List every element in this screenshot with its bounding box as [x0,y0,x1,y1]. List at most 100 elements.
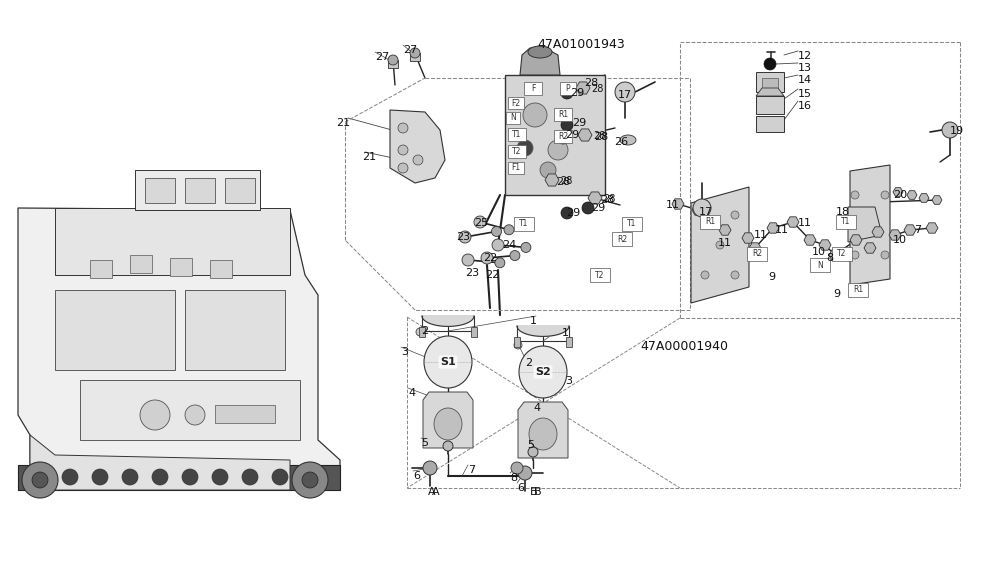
Text: P: P [566,84,570,93]
Polygon shape [422,316,474,327]
Ellipse shape [424,336,472,388]
Polygon shape [907,191,917,200]
Text: 4: 4 [533,403,540,413]
Text: R1: R1 [705,218,715,227]
Circle shape [504,225,514,235]
Text: R2: R2 [752,249,762,259]
Text: A: A [428,487,436,497]
Polygon shape [787,217,799,227]
Polygon shape [889,230,901,240]
Circle shape [518,466,532,480]
Text: 25: 25 [474,218,488,228]
Circle shape [92,469,108,485]
Polygon shape [55,208,290,275]
Polygon shape [756,88,784,96]
Circle shape [514,341,522,349]
Text: 6: 6 [413,471,420,481]
Text: R2: R2 [617,234,627,244]
Bar [747,247,767,261]
Circle shape [492,226,502,237]
Text: 16: 16 [798,101,812,111]
Text: 17: 17 [699,207,713,217]
Bar [185,290,285,370]
Polygon shape [588,192,602,204]
Text: N: N [817,260,823,270]
Text: 11: 11 [666,200,680,210]
Text: 23: 23 [465,268,479,278]
Text: F2: F2 [511,99,521,107]
Circle shape [701,271,709,279]
Circle shape [701,211,709,219]
Text: 24: 24 [502,240,516,250]
Text: 8: 8 [510,473,517,483]
Text: N: N [510,114,516,122]
Text: 5: 5 [527,440,534,450]
Text: 14: 14 [798,75,812,85]
Circle shape [152,469,168,485]
Text: 11: 11 [718,238,732,248]
Polygon shape [749,243,761,253]
Circle shape [474,216,486,228]
Polygon shape [719,225,731,235]
Text: 17: 17 [618,90,632,100]
Circle shape [410,48,420,58]
Text: R2: R2 [558,132,568,141]
Text: 11: 11 [798,218,812,228]
Ellipse shape [620,135,636,145]
Bar [185,178,215,203]
Polygon shape [804,235,816,245]
Text: 4: 4 [408,388,415,398]
Polygon shape [742,233,754,243]
Text: 11: 11 [754,230,768,240]
Ellipse shape [434,408,462,440]
Text: 28: 28 [600,195,614,205]
Bar [566,337,572,347]
Circle shape [561,119,573,131]
Text: 28: 28 [603,194,615,204]
Bar [145,178,175,203]
Polygon shape [517,326,569,336]
Circle shape [615,82,635,102]
Circle shape [462,254,474,266]
Text: 28: 28 [594,132,608,142]
Bar [524,82,542,95]
Polygon shape [135,170,260,210]
Circle shape [764,58,776,70]
Text: 15: 15 [798,89,812,99]
Polygon shape [767,223,779,233]
Text: 6: 6 [517,483,524,493]
Text: 26: 26 [614,137,628,147]
Text: 47A00001940: 47A00001940 [640,340,728,353]
Text: B: B [534,487,542,497]
Text: 27: 27 [403,45,417,55]
Bar [612,232,632,246]
Polygon shape [545,174,559,186]
Polygon shape [819,240,831,250]
Text: 29: 29 [570,88,584,98]
Circle shape [492,239,504,251]
Text: T1: T1 [519,219,529,229]
Ellipse shape [529,418,557,450]
Circle shape [693,199,711,217]
Polygon shape [829,250,841,260]
Text: 47A01001943: 47A01001943 [537,38,625,51]
Polygon shape [18,465,340,490]
Bar [388,60,398,68]
Polygon shape [864,243,876,253]
Circle shape [62,469,78,485]
Bar [80,380,300,440]
Bar [90,260,112,278]
Text: R1: R1 [853,285,863,295]
Text: 9: 9 [768,272,775,282]
Text: 29: 29 [566,208,580,218]
Circle shape [561,87,573,99]
Text: 7: 7 [914,225,921,235]
Circle shape [182,469,198,485]
Text: T2: T2 [512,147,522,156]
Circle shape [851,251,859,259]
Circle shape [716,241,724,249]
Circle shape [851,191,859,199]
Polygon shape [520,48,560,75]
Text: 23: 23 [456,232,470,242]
Circle shape [517,140,533,156]
